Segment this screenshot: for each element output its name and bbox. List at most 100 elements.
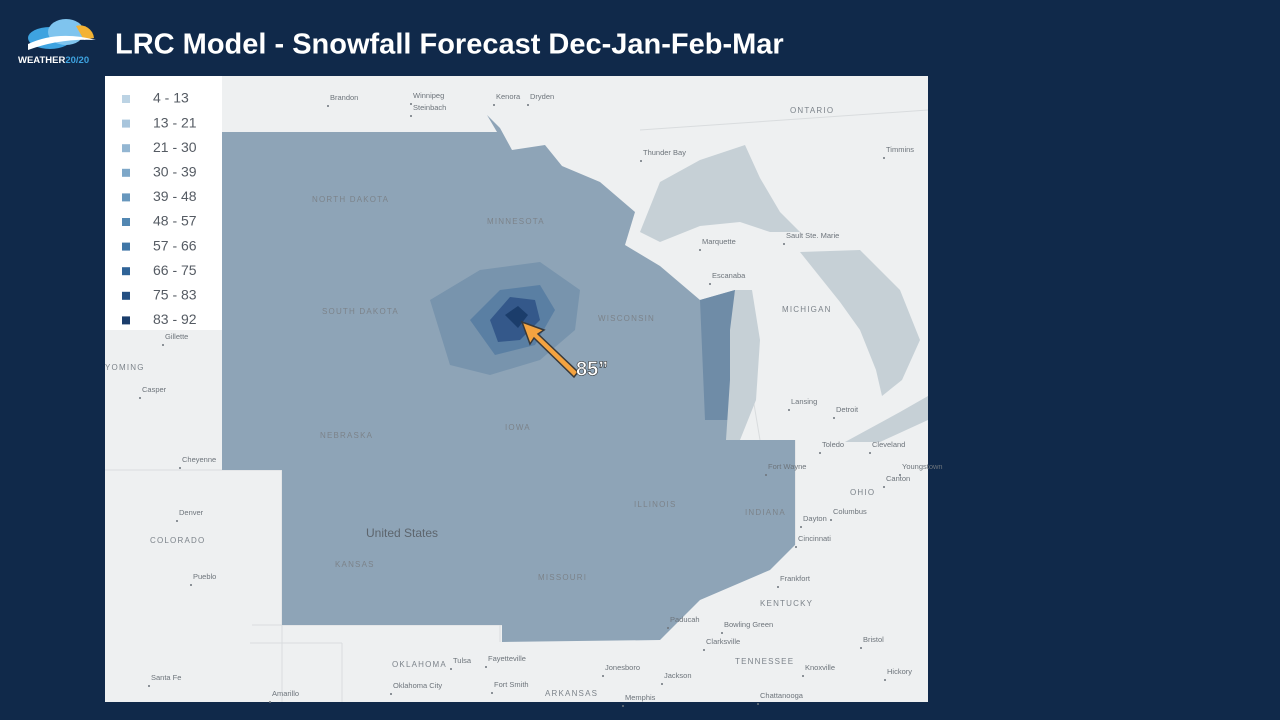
legend-box xyxy=(105,76,222,330)
state-label: ILLINOIS xyxy=(634,500,677,509)
city-label: Bowling Green xyxy=(724,620,773,629)
city-label: Paducah xyxy=(670,615,700,624)
city-dot xyxy=(765,474,767,476)
legend-label: 13 - 21 xyxy=(153,114,197,130)
city-dot xyxy=(148,685,150,687)
city-dot xyxy=(661,683,663,685)
legend-swatch xyxy=(122,316,130,325)
state-label: IOWA xyxy=(505,423,531,432)
city-label: Winnipeg xyxy=(413,91,444,100)
map: United States NORTH DAKOTA SOUTH DAKOTA NEB… xyxy=(105,76,943,707)
city-dot xyxy=(721,632,723,634)
city-dot xyxy=(162,344,164,346)
city-dot xyxy=(410,103,412,105)
city-dot xyxy=(757,703,759,705)
city-dot xyxy=(640,160,642,162)
city-dot xyxy=(899,474,901,476)
city-label: Oklahoma City xyxy=(393,681,442,690)
city-label: Detroit xyxy=(836,405,859,414)
city-label: Pueblo xyxy=(193,572,216,581)
city-label: Santa Fe xyxy=(151,673,181,682)
legend-label: 39 - 48 xyxy=(153,188,197,204)
legend-swatch xyxy=(122,291,130,300)
city-label: Canton xyxy=(886,474,910,483)
legend-label: 30 - 39 xyxy=(153,164,197,180)
city-label: Chattanooga xyxy=(760,691,804,700)
state-label: COLORADO xyxy=(150,536,205,545)
city-dot xyxy=(869,452,871,454)
state-label: OHIO xyxy=(850,488,875,497)
slide-title: LRC Model - Snowfall Forecast Dec-Jan-Fe… xyxy=(115,29,784,61)
city-label: Timmins xyxy=(886,145,914,154)
state-label: SOUTH DAKOTA xyxy=(322,307,399,316)
city-label: Fayetteville xyxy=(488,654,526,663)
legend-swatch xyxy=(122,242,130,251)
city-label: Cheyenne xyxy=(182,455,216,464)
city-dot xyxy=(410,115,412,117)
city-dot xyxy=(139,397,141,399)
city-label: Memphis xyxy=(625,693,656,702)
state-label: YOMING xyxy=(105,363,145,372)
legend-label: 4 - 13 xyxy=(153,90,189,106)
city-dot xyxy=(703,649,705,651)
state-label: KENTUCKY xyxy=(760,599,813,608)
city-label: Bristol xyxy=(863,635,884,644)
legend-label: 21 - 30 xyxy=(153,139,197,155)
city-label: Casper xyxy=(142,385,167,394)
state-label: MINNESOTA xyxy=(487,217,545,226)
city-dot xyxy=(269,701,271,703)
city-dot xyxy=(485,666,487,668)
legend-label: 66 - 75 xyxy=(153,262,197,278)
logo-sun xyxy=(76,25,94,40)
city-dot xyxy=(622,705,624,707)
state-label: KANSAS xyxy=(335,560,375,569)
city-label: Fort Smith xyxy=(494,680,529,689)
legend: 4 - 13 13 - 21 21 - 30 30 - 39 39 - 48 48 - 5… xyxy=(122,90,197,327)
legend-label: 83 - 92 xyxy=(153,311,197,327)
city-label: Dryden xyxy=(530,92,554,101)
city-dot xyxy=(602,675,604,677)
annotation: 85” xyxy=(520,320,609,381)
city-label: Thunder Bay xyxy=(643,148,686,157)
legend-label: 48 - 57 xyxy=(153,213,197,229)
city-dot xyxy=(709,283,711,285)
city-dot xyxy=(883,157,885,159)
legend-swatch xyxy=(122,168,130,177)
city-label: Hickory xyxy=(887,667,912,676)
city-label: Escanaba xyxy=(712,271,746,280)
city-dot xyxy=(176,520,178,522)
city-label: Frankfort xyxy=(780,574,811,583)
city-label: Toledo xyxy=(822,440,844,449)
state-label: INDIANA xyxy=(745,508,786,517)
city-label: Marquette xyxy=(702,237,736,246)
city-dot xyxy=(800,526,802,528)
legend-swatch xyxy=(122,144,130,153)
city-dot xyxy=(450,668,452,670)
logo-swoosh xyxy=(28,35,96,50)
city-label: Youngstown xyxy=(902,462,943,471)
city-label: Dayton xyxy=(803,514,827,523)
snow-region xyxy=(222,115,795,642)
legend-label: 75 - 83 xyxy=(153,287,197,303)
legend-swatch xyxy=(122,95,130,103)
city-dot xyxy=(883,486,885,488)
city-label: Jackson xyxy=(664,671,692,680)
city-label: Gillette xyxy=(165,332,188,341)
state-label: NEBRASKA xyxy=(320,431,373,440)
state-label: WISCONSIN xyxy=(598,314,655,323)
logo: WEATHER20/20 xyxy=(18,19,96,66)
city-label: Lansing xyxy=(791,397,817,406)
city-label: Knoxville xyxy=(805,663,835,672)
city-dot xyxy=(327,105,329,107)
state-label: ARKANSAS xyxy=(545,689,598,698)
legend-swatch xyxy=(122,193,130,202)
city-dot xyxy=(390,693,392,695)
city-dot xyxy=(699,249,701,251)
city-label: Columbus xyxy=(833,507,867,516)
city-dot xyxy=(190,584,192,586)
lake-superior xyxy=(640,145,800,242)
lake-erie xyxy=(845,396,928,442)
city-label: Kenora xyxy=(496,92,521,101)
